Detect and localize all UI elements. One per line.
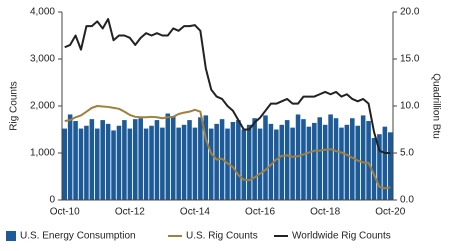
bar bbox=[111, 130, 116, 200]
bar bbox=[154, 120, 160, 200]
y-tick-label: 2,000 bbox=[30, 101, 55, 112]
y2-tick-label: 15.0 bbox=[400, 54, 420, 65]
bar bbox=[366, 121, 371, 200]
bar bbox=[268, 123, 274, 200]
bar bbox=[165, 113, 171, 200]
bar bbox=[143, 128, 149, 200]
y-tick-label: 1,000 bbox=[30, 148, 55, 159]
bar bbox=[355, 125, 361, 200]
bar bbox=[138, 118, 143, 200]
y-tick-label: 4,000 bbox=[30, 7, 55, 18]
bar bbox=[84, 125, 89, 200]
x-tick-label: Oct-10 bbox=[50, 207, 80, 218]
bar bbox=[94, 128, 100, 200]
legend-label: U.S. Rig Counts bbox=[186, 231, 258, 242]
bar bbox=[192, 127, 198, 200]
bar bbox=[371, 137, 377, 200]
bar bbox=[312, 122, 317, 200]
bar bbox=[328, 114, 333, 200]
bar bbox=[290, 127, 295, 200]
bar bbox=[170, 116, 176, 200]
y2-tick-label: 10.0 bbox=[400, 101, 420, 112]
bar bbox=[160, 127, 165, 200]
bar bbox=[132, 119, 138, 200]
bar bbox=[89, 119, 95, 200]
y2-tick-label: 20.0 bbox=[400, 7, 420, 18]
bar bbox=[78, 128, 84, 200]
bar bbox=[350, 118, 355, 200]
y2-axis-title: Quadrillion Btu bbox=[430, 73, 441, 139]
x-tick-label: Oct-14 bbox=[180, 207, 210, 218]
bar bbox=[236, 120, 241, 200]
bar bbox=[214, 123, 219, 200]
y-tick-label: 0 bbox=[49, 195, 55, 206]
y-tick-label: 3,000 bbox=[30, 54, 55, 65]
bar bbox=[246, 124, 252, 200]
bar bbox=[241, 129, 247, 200]
bar bbox=[149, 125, 154, 200]
bar bbox=[62, 128, 67, 200]
bar bbox=[208, 128, 214, 200]
y-axis-title: Rig Counts bbox=[9, 81, 20, 130]
bar bbox=[230, 121, 236, 200]
bar bbox=[279, 124, 285, 200]
bar bbox=[344, 124, 350, 200]
bar bbox=[100, 120, 105, 200]
bar bbox=[187, 120, 192, 200]
bar bbox=[377, 134, 382, 200]
bar bbox=[284, 120, 290, 200]
bar bbox=[198, 117, 203, 200]
bar bbox=[181, 124, 187, 200]
y2-tick-label: 5.0 bbox=[400, 148, 414, 159]
bar bbox=[274, 129, 279, 200]
legend-swatch bbox=[6, 231, 16, 241]
y2-tick-label: 0.0 bbox=[400, 195, 414, 206]
bar bbox=[301, 119, 306, 200]
bar bbox=[73, 121, 78, 200]
x-tick-label: Oct-18 bbox=[310, 207, 340, 218]
bar bbox=[339, 127, 344, 200]
bar bbox=[317, 117, 323, 200]
x-tick-label: Oct-12 bbox=[115, 207, 145, 218]
bar bbox=[105, 123, 111, 200]
x-tick-label: Oct-16 bbox=[245, 207, 275, 218]
bar bbox=[257, 128, 263, 200]
bar bbox=[116, 125, 122, 200]
legend-label: U.S. Energy Consumption bbox=[20, 231, 136, 242]
bar bbox=[333, 118, 339, 200]
bar bbox=[203, 115, 209, 200]
bar bbox=[127, 128, 133, 200]
line-series bbox=[64, 105, 391, 190]
bar bbox=[360, 115, 366, 200]
bar bbox=[322, 124, 328, 200]
bar bbox=[306, 126, 312, 200]
line-series bbox=[64, 18, 391, 154]
bar bbox=[388, 132, 393, 200]
bar bbox=[263, 115, 268, 200]
bar bbox=[67, 114, 73, 200]
bar bbox=[122, 120, 127, 200]
bar bbox=[382, 126, 388, 200]
legend-label: Worldwide Rig Counts bbox=[292, 231, 391, 242]
bar bbox=[176, 127, 181, 200]
bar bbox=[252, 118, 257, 200]
x-tick-label: Oct-20 bbox=[375, 207, 405, 218]
